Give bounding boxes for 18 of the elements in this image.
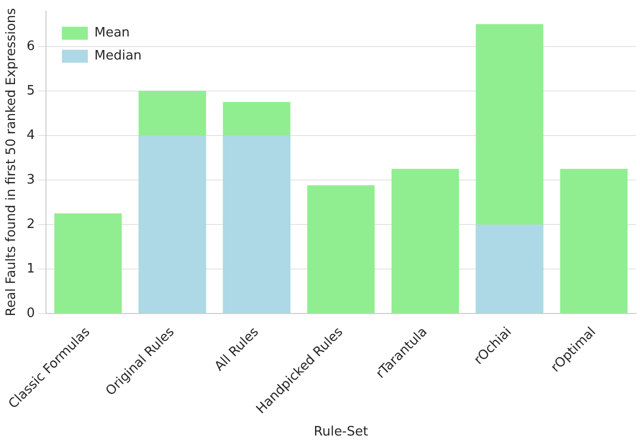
- bar: [392, 168, 459, 314]
- y-axis-title: Real Faults found in first 50 ranked Expressions: [4, 8, 20, 316]
- y-tick-label: 3: [26, 172, 35, 188]
- x-axis-title: Rule-Set: [314, 424, 368, 440]
- bar: [222, 135, 290, 314]
- y-tick-label: 5: [26, 83, 35, 98]
- bar: [560, 168, 628, 314]
- bar: [307, 185, 375, 314]
- y-tick-label: 6: [26, 38, 35, 54]
- y-tick-label: 0: [26, 306, 35, 321]
- y-tick-label: 4: [26, 128, 35, 143]
- bar: [138, 135, 206, 314]
- legend-label: Median: [94, 48, 142, 64]
- y-tick-label: 2: [26, 216, 35, 232]
- y-tick-label: 1: [26, 261, 35, 276]
- bar: [54, 213, 122, 314]
- bar: [476, 224, 544, 314]
- legend-label: Mean: [94, 26, 130, 41]
